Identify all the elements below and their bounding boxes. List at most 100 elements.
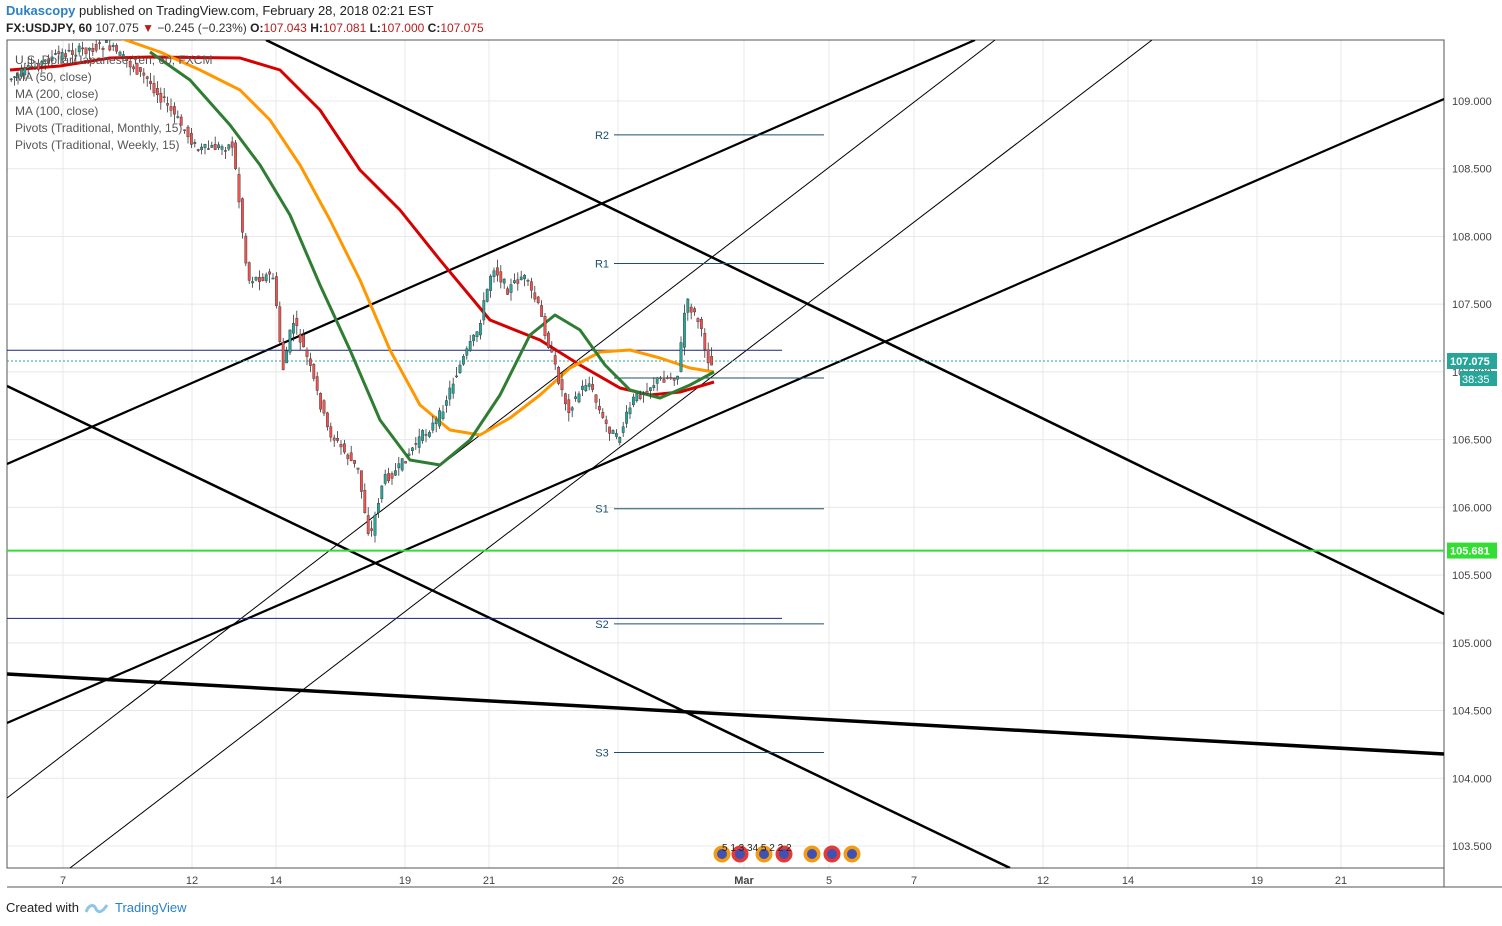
candle-body: [145, 76, 149, 79]
candle-body: [594, 394, 598, 403]
candle-body: [108, 45, 112, 51]
candle-body: [268, 271, 271, 275]
candle-body: [349, 452, 353, 461]
candle-body: [458, 364, 462, 373]
candle-body: [138, 67, 142, 72]
legend-item[interactable]: MA (50, close): [15, 70, 92, 84]
x-tick-label: 5: [826, 875, 832, 887]
pivot-label: S2: [595, 619, 608, 631]
candle-body: [206, 148, 210, 150]
x-tick-label: 21: [1335, 875, 1347, 887]
candle-body: [608, 426, 612, 434]
y-tick-label: 104.500: [1452, 706, 1492, 718]
last-price-tag-bg: [1447, 353, 1497, 369]
candle-body: [142, 72, 146, 76]
candle-body: [9, 78, 13, 81]
candle-body: [125, 58, 129, 61]
candle-body: [121, 54, 125, 58]
candle-body: [336, 437, 339, 441]
candle-body: [604, 419, 608, 424]
indicator-legend: U.S. Dollar/Japanese Yen, 60, FXCM MA (5…: [15, 52, 212, 154]
candle-body: [431, 422, 435, 431]
candle-body: [363, 490, 367, 514]
candle-body: [319, 392, 322, 410]
legend-item[interactable]: Pivots (Traditional, Monthly, 15): [15, 121, 183, 135]
candle-body: [111, 45, 115, 47]
candle-body: [407, 453, 411, 456]
candle-body: [533, 292, 537, 300]
candle-body: [635, 393, 639, 401]
candle-body: [557, 367, 561, 384]
legend-item[interactable]: MA (100, close): [15, 104, 99, 118]
x-tick-label: 26: [612, 875, 624, 887]
candle-body: [360, 470, 363, 492]
candle-body: [98, 42, 102, 44]
candle-body: [60, 52, 64, 60]
x-tick-label: 19: [1251, 875, 1263, 887]
published-text: published on TradingView.com, February 2…: [79, 3, 434, 18]
tradingview-link[interactable]: TradingView: [114, 900, 187, 915]
candle-body: [305, 349, 309, 357]
event-flag-icon-inner: [759, 849, 769, 859]
candle-body: [261, 276, 265, 281]
y-tick-label: 109.000: [1452, 96, 1492, 108]
event-flag-icon-inner: [779, 849, 789, 859]
candle-body: [213, 144, 217, 150]
candle-body: [519, 276, 523, 280]
candle-body: [251, 281, 254, 284]
candle-body: [81, 47, 85, 50]
candle-body: [530, 281, 533, 291]
candle-body: [346, 454, 350, 459]
publisher-name[interactable]: Dukascopy: [6, 3, 76, 18]
candle-body: [390, 473, 394, 479]
candle-body: [434, 418, 438, 425]
candle-body: [414, 443, 418, 445]
low-label: L:: [369, 21, 381, 35]
candle-body: [383, 474, 387, 484]
candle-body: [258, 276, 261, 283]
candle-body: [591, 384, 595, 390]
candle-body: [74, 54, 78, 57]
candle-body: [577, 393, 581, 403]
candle-body: [159, 93, 163, 103]
candle-body: [237, 174, 241, 203]
candle-body: [441, 411, 445, 419]
candle-body: [193, 142, 197, 144]
candle-body: [502, 278, 506, 284]
legend-item[interactable]: MA (200, close): [15, 87, 99, 101]
trendline-down-upper: [265, 40, 1444, 616]
x-tick-label: 7: [911, 875, 917, 887]
candle-body: [91, 48, 95, 52]
candle-body: [166, 103, 169, 106]
candle-body: [94, 44, 98, 51]
candle-body: [706, 349, 710, 364]
candle-body: [560, 379, 564, 391]
candle-body: [380, 485, 384, 499]
trendline-down-lower: [7, 384, 1011, 868]
candle-body: [189, 133, 193, 145]
economic-events: [712, 844, 862, 864]
event-flag-icon-inner: [717, 849, 727, 859]
candle-body: [264, 274, 268, 282]
down-arrow-icon: ▼: [142, 21, 155, 35]
candle-body: [230, 141, 234, 148]
candle-body: [64, 53, 68, 58]
x-tick-label: 12: [186, 875, 198, 887]
candle-body: [271, 277, 275, 280]
candle-body: [526, 280, 530, 282]
countdown-tag-bg: [1460, 371, 1497, 386]
candle-body: [424, 434, 428, 436]
candle-body: [543, 316, 547, 337]
candle-body: [339, 444, 343, 448]
candle-body: [16, 73, 20, 78]
legend-item[interactable]: Pivots (Traditional, Weekly, 15): [15, 138, 180, 152]
event-flag-icon-inner: [735, 849, 745, 859]
y-tick-label: 106.500: [1452, 435, 1492, 447]
candle-body: [448, 387, 452, 400]
candle-body: [292, 323, 295, 334]
candle-body: [132, 66, 135, 70]
legend-item[interactable]: U.S. Dollar/Japanese Yen, 60, FXCM: [15, 53, 213, 67]
candle-body: [217, 144, 220, 149]
candle-body: [669, 377, 673, 379]
